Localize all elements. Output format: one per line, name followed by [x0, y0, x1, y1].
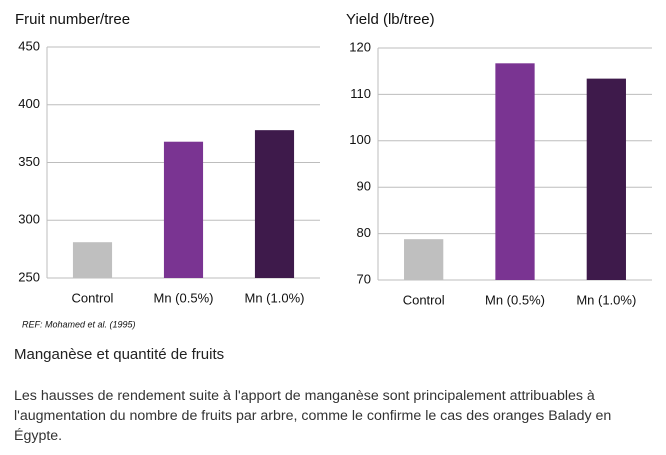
y-tick-label: 300: [18, 212, 40, 227]
bar: [254, 130, 295, 278]
section-heading: Manganèse et quantité de fruits: [14, 346, 225, 363]
charts: REF: Mohamed et al. (1995) Fruit number/…: [15, 11, 652, 329]
reference: REF: Mohamed et al. (1995): [22, 319, 136, 329]
bar: [72, 242, 113, 278]
y-tick-label: 90: [357, 179, 371, 194]
x-tick-label: Control: [403, 292, 445, 307]
y-tick-label: 70: [357, 271, 371, 286]
x-tick-label: Mn (1.0%): [576, 292, 636, 307]
y-tick-label: 120: [349, 39, 371, 54]
y-tick-label: 350: [18, 154, 40, 169]
y-tick-label: 80: [357, 225, 371, 240]
chart-title: Yield (lb/tree): [346, 11, 435, 28]
bar: [586, 78, 626, 281]
bar: [163, 141, 204, 278]
x-tick-label: Mn (1.0%): [245, 290, 305, 305]
x-tick-label: Mn (0.5%): [485, 292, 545, 307]
y-tick-label: 100: [349, 132, 371, 147]
y-tick-label: 250: [18, 269, 40, 284]
bar: [404, 239, 444, 280]
y-tick-label: 110: [350, 86, 371, 101]
y-tick-label: 450: [18, 38, 40, 53]
chart-title: Fruit number/tree: [15, 11, 130, 28]
x-tick-label: Control: [72, 290, 114, 305]
bar: [495, 63, 535, 281]
y-tick-label: 400: [18, 96, 40, 111]
x-tick-label: Mn (0.5%): [154, 290, 214, 305]
section-paragraph: Les hausses de rendement suite à l'appor…: [14, 388, 612, 444]
